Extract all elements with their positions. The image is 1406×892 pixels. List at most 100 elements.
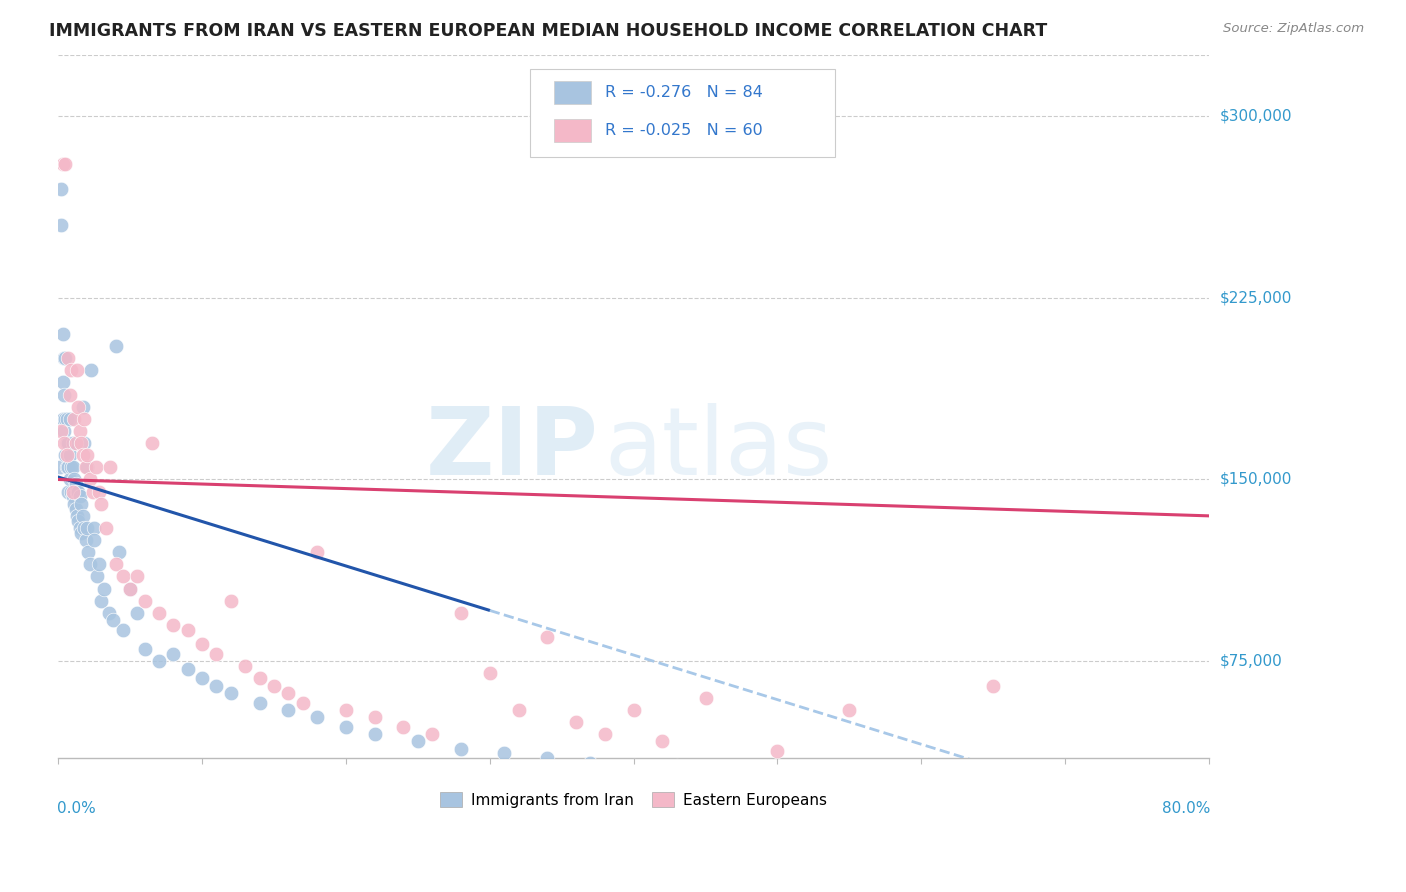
Point [508, 703, 530, 717]
Point [83, 521, 105, 535]
Point [62, 484, 84, 499]
Text: 80.0%: 80.0% [1161, 800, 1211, 815]
Point [53, 351, 76, 366]
Point [101, 613, 124, 627]
Point [55, 351, 77, 366]
Point [55, 448, 77, 462]
Point [450, 606, 472, 620]
Point [72, 448, 94, 462]
Point [90, 497, 112, 511]
Point [49, 424, 72, 438]
Point [111, 623, 134, 637]
Point [87, 484, 110, 499]
Point [83, 533, 105, 548]
Point [104, 339, 127, 353]
Point [651, 734, 673, 748]
Point [981, 679, 1004, 693]
Point [70, 436, 93, 450]
Point [364, 727, 387, 741]
Point [364, 710, 387, 724]
Point [52, 326, 75, 341]
Point [62, 436, 84, 450]
Point [65, 436, 87, 450]
Bar [554, 120, 591, 142]
Point [66, 508, 89, 523]
Point [65, 501, 87, 516]
Point [120, 582, 142, 596]
Point [86, 569, 108, 583]
Point [65, 477, 87, 491]
Point [205, 679, 228, 693]
Point [76, 521, 98, 535]
Point [277, 703, 299, 717]
Point [665, 758, 688, 772]
Point [94, 521, 117, 535]
Point [58, 484, 80, 499]
Point [681, 761, 703, 775]
Text: Source: ZipAtlas.com: Source: ZipAtlas.com [1223, 22, 1364, 36]
Point [69, 521, 91, 535]
Point [111, 569, 134, 583]
Point [49, 218, 72, 232]
Point [191, 637, 214, 651]
Point [69, 490, 91, 504]
Point [59, 473, 82, 487]
Point [53, 387, 76, 401]
Point [162, 647, 184, 661]
Point [79, 473, 101, 487]
Point [55, 157, 77, 171]
Point [59, 412, 82, 426]
Point [420, 727, 443, 741]
Point [67, 484, 90, 499]
Point [335, 720, 357, 734]
Point [120, 582, 142, 596]
Point [536, 630, 558, 644]
Point [60, 460, 83, 475]
Point [58, 351, 80, 366]
Point [291, 696, 314, 710]
Point [191, 671, 214, 685]
Point [53, 436, 76, 450]
Point [56, 448, 79, 462]
Point [76, 448, 98, 462]
Point [494, 747, 516, 761]
Point [59, 448, 82, 462]
Point [53, 424, 76, 438]
Point [75, 533, 97, 548]
Point [58, 460, 80, 475]
Point [838, 703, 860, 717]
Point [277, 686, 299, 700]
Point [695, 690, 717, 705]
Text: $150,000: $150,000 [1220, 472, 1292, 487]
Point [335, 703, 357, 717]
Text: IMMIGRANTS FROM IRAN VS EASTERN EUROPEAN MEDIAN HOUSEHOLD INCOME CORRELATION CHA: IMMIGRANTS FROM IRAN VS EASTERN EUROPEAN… [49, 22, 1047, 40]
Text: atlas: atlas [605, 403, 834, 495]
Point [478, 666, 501, 681]
Point [60, 484, 83, 499]
Point [148, 606, 170, 620]
Point [205, 647, 228, 661]
Text: ZIP: ZIP [426, 403, 599, 495]
Point [90, 593, 112, 607]
Point [80, 363, 103, 377]
Point [593, 727, 616, 741]
Point [98, 460, 121, 475]
Point [579, 756, 602, 771]
Point [75, 460, 97, 475]
Point [70, 497, 93, 511]
Point [73, 436, 96, 450]
Y-axis label: Median Household Income: Median Household Income [0, 310, 7, 504]
Text: $225,000: $225,000 [1220, 290, 1292, 305]
Point [62, 460, 84, 475]
Point [450, 741, 472, 756]
Point [49, 181, 72, 195]
Point [63, 497, 86, 511]
Point [623, 703, 645, 717]
Point [141, 436, 163, 450]
Point [134, 593, 156, 607]
Point [104, 558, 127, 572]
Point [406, 734, 429, 748]
Point [695, 764, 717, 778]
Point [263, 679, 285, 693]
Point [70, 525, 93, 540]
